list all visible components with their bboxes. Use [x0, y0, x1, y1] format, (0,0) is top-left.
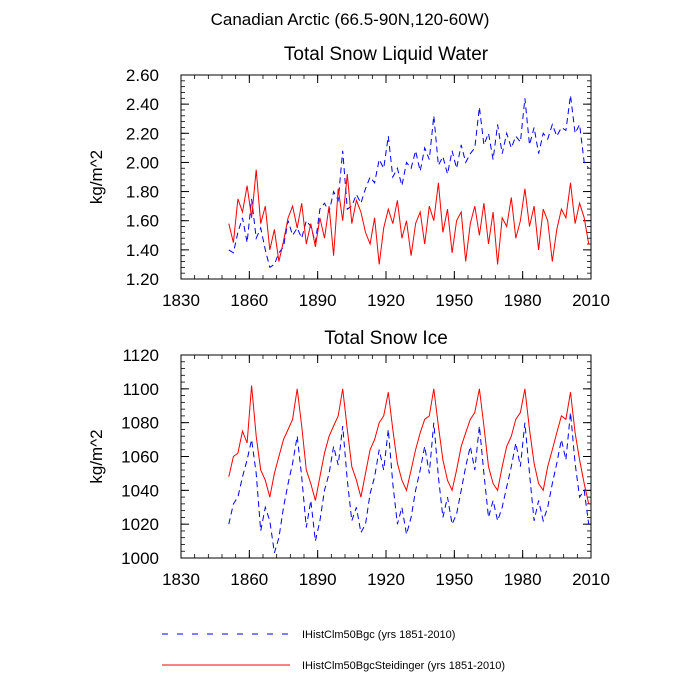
x-tick-label: 1920 [367, 291, 405, 310]
y-axis-label: kg/m^2 [87, 429, 106, 483]
panel-liquid-water: Total Snow Liquid Water 1.20 1.40 1.60 1.80 2… [87, 44, 610, 310]
panel-snow-ice: Total Snow Ice 1000 1020 1040 1060 1080 1100 11… [87, 328, 610, 589]
x-tick-label: 1950 [435, 570, 473, 589]
x-tick-label: 1890 [299, 291, 337, 310]
y-tick-label: 2.00 [126, 153, 159, 172]
y-axis-label: kg/m^2 [87, 150, 106, 204]
x-tick-label: 1980 [504, 291, 542, 310]
x-tick-label: 2010 [572, 291, 610, 310]
legend-label: IHistClm50BgcSteidinger (yrs 1851-2010) [302, 660, 505, 672]
plot-frame [180, 74, 592, 280]
x-tick-label: 1890 [299, 570, 337, 589]
y-tick-label: 1.60 [126, 212, 159, 231]
y-tick-label: 2.60 [126, 66, 159, 85]
x-tick-label: 1860 [230, 570, 268, 589]
y-tick-label: 1.40 [126, 241, 159, 260]
x-tick-label: 1950 [435, 291, 473, 310]
plot-frame [180, 354, 592, 559]
y-tick-label: 1120 [122, 346, 159, 365]
series-line-bgc [228, 412, 590, 554]
x-tick-label: 1920 [367, 570, 405, 589]
series-line-steidinger [228, 169, 590, 265]
legend: IHistClm50Bgc (yrs 1851-2010) IHistClm50B… [162, 629, 505, 672]
y-tick-label: 1060 [121, 448, 159, 467]
panel-title: Total Snow Liquid Water [284, 44, 489, 65]
x-tick-label: 1860 [230, 291, 268, 310]
y-tick-label: 1080 [121, 414, 159, 433]
y-tick-label: 2.20 [126, 124, 159, 143]
y-tick-label: 2.40 [126, 95, 159, 114]
panel-title: Total Snow Ice [324, 328, 448, 349]
page-title: Canadian Arctic (66.5-90N,120-60W) [210, 10, 490, 29]
y-tick-label: 1.20 [126, 270, 159, 289]
y-tick-label: 1000 [121, 549, 159, 568]
x-tick-label: 1980 [504, 570, 542, 589]
x-tick-label: 1830 [162, 570, 200, 589]
y-tick-label: 1.80 [126, 183, 159, 202]
x-tick-label: 2010 [572, 570, 610, 589]
y-tick-label: 1100 [122, 380, 159, 399]
y-tick-label: 1020 [121, 515, 159, 534]
series-line-steidinger [228, 385, 590, 505]
x-tick-label: 1830 [162, 291, 200, 310]
y-tick-label: 1040 [121, 481, 159, 500]
legend-label: IHistClm50Bgc (yrs 1851-2010) [302, 629, 455, 641]
